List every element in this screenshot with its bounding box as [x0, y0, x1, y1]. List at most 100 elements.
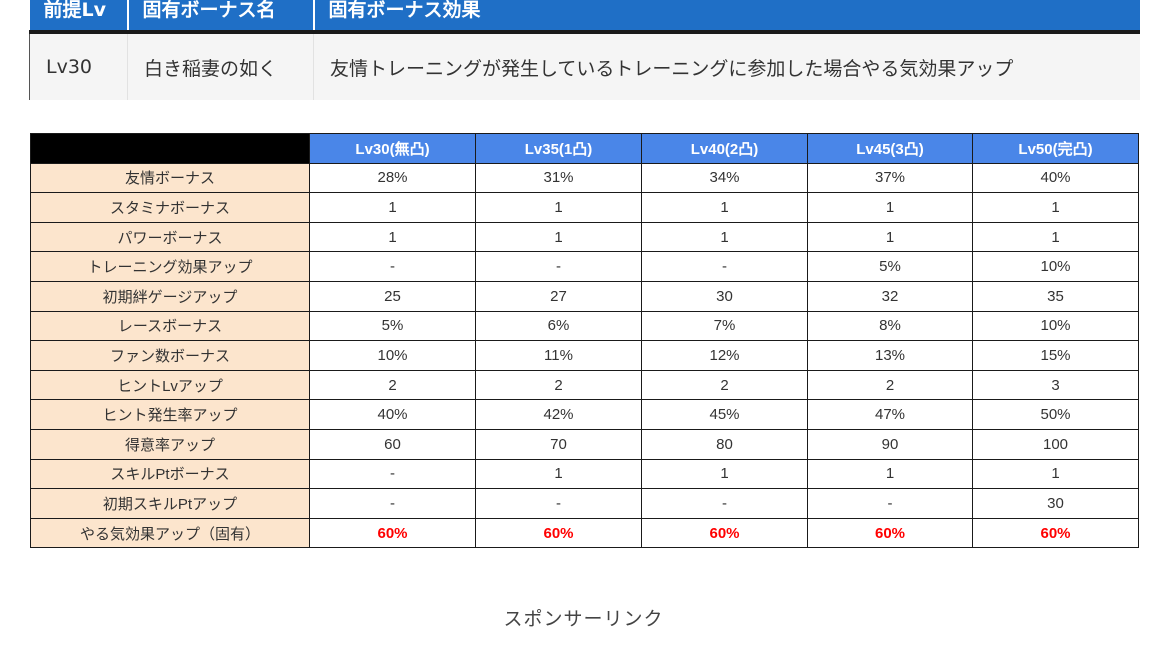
table-cell: 1: [641, 192, 808, 223]
table-cell: 3: [972, 369, 1139, 401]
table-row: やる気効果アップ（固有） 60% 60% 60% 60% 60%: [30, 517, 1139, 549]
table-cell: 1: [641, 221, 808, 253]
stats-header-row: Lv30(無凸) Lv35(1凸) Lv40(2凸) Lv45(3凸) Lv50…: [30, 133, 1139, 164]
table-cell: 5%: [309, 310, 476, 342]
table-cell: 2: [641, 369, 808, 401]
table-cell: 5%: [807, 251, 973, 282]
table-cell: 34%: [641, 162, 808, 194]
table-cell: 1: [972, 458, 1139, 490]
column-header: Lv40(2凸): [641, 133, 808, 164]
row-label: 初期絆ゲージアップ: [30, 280, 310, 312]
table-row: 得意率アップ 60 70 80 90 100: [30, 428, 1139, 460]
table-cell: 100: [972, 428, 1139, 460]
stats-body: 友情ボーナス 28% 31% 34% 37% 40% スタミナボーナス 1 1 1 1 1 パワーボーナ…: [30, 162, 1139, 549]
table-row: パワーボーナス 1 1 1 1 1: [30, 221, 1139, 253]
column-header: Lv50(完凸): [972, 133, 1139, 164]
row-label: ヒント発生率アップ: [30, 399, 310, 430]
table-row: ファン数ボーナス 10% 11% 12% 13% 15%: [30, 340, 1139, 371]
table-cell: 37%: [807, 162, 973, 194]
table-cell: -: [641, 251, 808, 282]
table-cell: -: [475, 488, 642, 519]
sponsor-link-label: スポンサーリンク: [503, 608, 664, 630]
table-cell: 30: [641, 280, 808, 312]
table-cell: 32: [807, 280, 973, 312]
unique-bonus-row: Lv30 白き稲妻の如く 友情トレーニングが発生しているトレーニングに参加した場…: [29, 32, 1140, 100]
column-header: Lv30(無凸): [309, 133, 476, 164]
row-label: ファン数ボーナス: [30, 340, 310, 371]
table-cell: 90: [807, 428, 973, 460]
unique-bonus-level: Lv30: [29, 32, 128, 100]
table-row: レースボーナス 5% 6% 7% 8% 10%: [30, 310, 1139, 342]
table-cell: 1: [475, 192, 642, 223]
row-label: ヒントLvアップ: [30, 369, 310, 401]
table-cell: 35: [972, 280, 1139, 312]
table-cell: 2: [807, 369, 973, 401]
table-cell: 10%: [972, 310, 1139, 342]
table-row: トレーニング効果アップ - - -5% 10%: [30, 251, 1139, 282]
row-label: トレーニング効果アップ: [30, 251, 310, 282]
row-label: 得意率アップ: [30, 428, 310, 460]
table-cell: 12%: [641, 340, 808, 371]
header-prereq-level: 前提Lv: [29, 0, 129, 34]
table-cell: 80: [641, 428, 808, 460]
header-bonus-effect: 固有ボーナス効果: [313, 0, 1140, 34]
row-label: スキルPtボーナス: [30, 458, 310, 490]
table-row: 初期スキルPtアップ - - - -30: [30, 488, 1139, 519]
row-label: パワーボーナス: [30, 221, 310, 253]
table-cell: 28%: [309, 162, 476, 194]
table-cell: 8%: [807, 310, 973, 342]
table-cell: 30: [972, 488, 1139, 519]
table-cell: 31%: [475, 162, 642, 194]
column-header: Lv45(3凸): [807, 133, 973, 164]
table-cell: 2: [475, 369, 642, 401]
unique-bonus-effect: 友情トレーニングが発生しているトレーニングに参加した場合やる気効果アップ: [313, 32, 1140, 100]
table-cell: 25: [309, 280, 476, 312]
table-row: 初期絆ゲージアップ 25 27 30 32 35: [30, 280, 1139, 312]
row-label: 初期スキルPtアップ: [30, 488, 310, 519]
table-cell: 1: [641, 458, 808, 490]
table-cell: -: [309, 458, 476, 490]
table-cell: 60%: [641, 517, 808, 549]
table-cell: -: [475, 251, 642, 282]
header-bonus-name: 固有ボーナス名: [127, 0, 315, 34]
table-cell: 60: [309, 428, 476, 460]
table-cell: 45%: [641, 399, 808, 430]
table-cell: -: [309, 488, 476, 519]
table-cell: 60%: [807, 517, 973, 549]
level-stats-table: Lv30(無凸) Lv35(1凸) Lv40(2凸) Lv45(3凸) Lv50…: [30, 133, 1139, 549]
unique-bonus-header-row: 前提Lv 固有ボーナス名 固有ボーナス効果: [29, 0, 1140, 34]
table-cell: 1: [309, 192, 476, 223]
table-cell: 1: [309, 221, 476, 253]
column-header: Lv35(1凸): [475, 133, 642, 164]
table-row: ヒント発生率アップ 40% 42% 45% 47% 50%: [30, 399, 1139, 430]
table-cell: 1: [807, 192, 973, 223]
table-cell: -: [309, 251, 476, 282]
row-label: スタミナボーナス: [30, 192, 310, 223]
table-cell: 1: [972, 192, 1139, 223]
row-label: 友情ボーナス: [30, 162, 310, 194]
table-row: スタミナボーナス 1 1 1 1 1: [30, 192, 1139, 223]
table-row: スキルPtボーナス -1 1 1 1: [30, 458, 1139, 490]
unique-bonus-table: 前提Lv 固有ボーナス名 固有ボーナス効果 Lv30 白き稲妻の如く 友情トレー…: [29, 0, 1140, 100]
table-cell: -: [641, 488, 808, 519]
table-cell: 15%: [972, 340, 1139, 371]
table-cell: 70: [475, 428, 642, 460]
unique-bonus-name: 白き稲妻の如く: [127, 32, 314, 100]
table-cell: 60%: [309, 517, 476, 549]
table-cell: 50%: [972, 399, 1139, 430]
table-cell: 1: [475, 458, 642, 490]
table-cell: 6%: [475, 310, 642, 342]
table-cell: 10%: [972, 251, 1139, 282]
table-cell: 40%: [309, 399, 476, 430]
table-cell: 47%: [807, 399, 973, 430]
table-cell: 7%: [641, 310, 808, 342]
table-cell: 13%: [807, 340, 973, 371]
table-cell: 1: [807, 221, 973, 253]
corner-cell: [30, 133, 310, 164]
table-cell: 10%: [309, 340, 476, 371]
row-label: やる気効果アップ（固有）: [30, 517, 310, 549]
table-cell: 27: [475, 280, 642, 312]
table-cell: 1: [972, 221, 1139, 253]
table-cell: 11%: [475, 340, 642, 371]
